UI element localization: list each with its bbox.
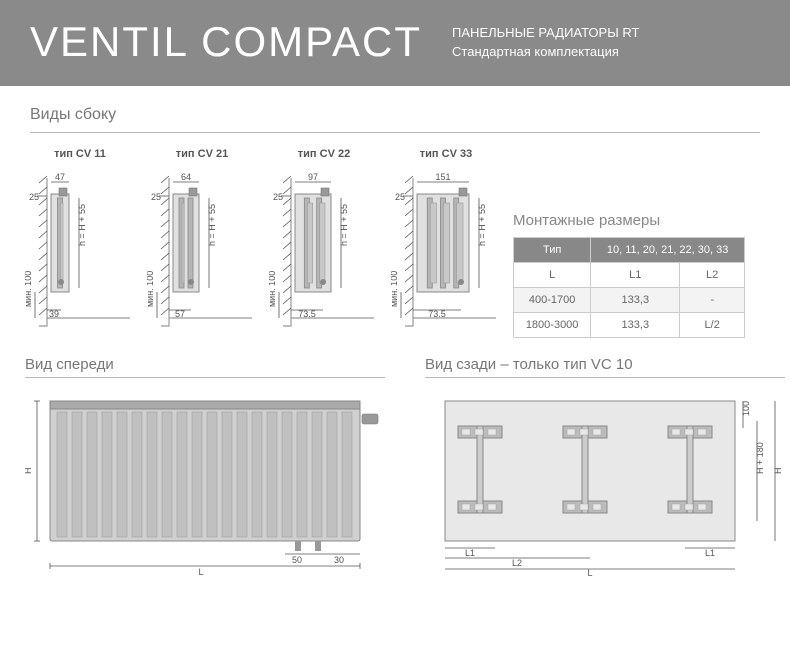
front-view-diagram: H L 50 30 <box>25 386 385 576</box>
mounting-table-title: Монтажные размеры <box>513 212 745 229</box>
svg-text:L2: L2 <box>512 558 522 568</box>
side-view-label: тип CV 11 <box>54 148 106 160</box>
side-view-type: тип CV 22 97 25 h = H + 55 мин. 100 73.5 <box>269 148 379 338</box>
product-title: VENTIL COMPACT <box>30 18 422 66</box>
svg-text:25: 25 <box>29 192 39 202</box>
svg-text:100: 100 <box>741 401 751 416</box>
side-view-svg: 151 25 h = H + 55 мин. 100 73.5 <box>391 168 501 338</box>
svg-text:64: 64 <box>181 172 191 182</box>
svg-text:L1: L1 <box>465 548 475 558</box>
side-view-svg: 47 25 h = H + 55 мин. 100 39 <box>25 168 135 338</box>
mounting-table: Тип 10, 11, 20, 21, 22, 30, 33 L L1 L2 4… <box>513 237 745 338</box>
svg-text:151: 151 <box>435 172 450 182</box>
svg-text:мин. 100: мин. 100 <box>147 271 155 307</box>
subtitle-line1: ПАНЕЛЬНЫЕ РАДИАТОРЫ RT <box>452 23 639 43</box>
svg-text:h = H + 55: h = H + 55 <box>477 204 487 246</box>
svg-text:мин. 100: мин. 100 <box>269 271 277 307</box>
mounting-table-wrap: Монтажные размеры Тип 10, 11, 20, 21, 22… <box>513 212 745 338</box>
section-side-views: Виды сбоку <box>30 106 790 124</box>
side-view-label: тип CV 33 <box>420 148 472 160</box>
side-view-label: тип CV 21 <box>176 148 228 160</box>
side-view-type: тип CV 33 151 25 h = H + 55 мин. 100 73.… <box>391 148 501 338</box>
svg-text:L: L <box>587 568 592 576</box>
side-views-row: тип CV 11 47 25 h = H + 55 мин. 100 39 т… <box>0 148 790 338</box>
svg-text:25: 25 <box>273 192 283 202</box>
svg-text:h = H + 55: h = H + 55 <box>77 204 87 246</box>
svg-text:мин. 100: мин. 100 <box>391 271 399 307</box>
side-view-type: тип CV 21 64 25 h = H + 55 мин. 100 57 <box>147 148 257 338</box>
table-row: 400-1700 133,3 - <box>514 288 745 313</box>
table-row: L L1 L2 <box>514 263 745 288</box>
svg-text:50: 50 <box>292 555 302 565</box>
svg-text:h = H + 55: h = H + 55 <box>207 204 217 246</box>
svg-text:97: 97 <box>308 172 318 182</box>
svg-text:H + 180: H + 180 <box>755 442 765 474</box>
svg-text:H: H <box>25 468 33 475</box>
side-view-type: тип CV 11 47 25 h = H + 55 мин. 100 39 <box>25 148 135 338</box>
svg-text:47: 47 <box>55 172 65 182</box>
header-banner: VENTIL COMPACT ПАНЕЛЬНЫЕ РАДИАТОРЫ RT Ст… <box>0 0 790 86</box>
th-types-list: 10, 11, 20, 21, 22, 30, 33 <box>591 238 745 263</box>
divider <box>30 132 760 133</box>
svg-text:h = H + 55: h = H + 55 <box>339 204 349 246</box>
svg-text:H: H <box>773 468 783 475</box>
svg-text:25: 25 <box>395 192 405 202</box>
svg-text:73.5: 73.5 <box>298 309 316 319</box>
section-rear-view: Вид сзади – только тип VC 10 <box>425 356 785 378</box>
bottom-row: Вид спереди H L 50 <box>0 338 790 601</box>
th-type: Тип <box>514 238 591 263</box>
svg-text:мин. 100: мин. 100 <box>25 271 33 307</box>
svg-text:57: 57 <box>175 309 185 319</box>
section-front-view: Вид спереди <box>25 356 385 378</box>
front-view-col: Вид спереди H L 50 <box>25 338 385 581</box>
svg-text:73.5: 73.5 <box>428 309 446 319</box>
svg-text:30: 30 <box>334 555 344 565</box>
side-view-svg: 97 25 h = H + 55 мин. 100 73.5 <box>269 168 379 338</box>
subtitle-line2: Стандартная комплектация <box>452 42 639 62</box>
rear-view-diagram: H H + 180 100 L L2 L1 L1 <box>425 386 785 576</box>
rear-view-col: Вид сзади – только тип VC 10 H H + 180 1… <box>425 338 785 581</box>
product-subtitle: ПАНЕЛЬНЫЕ РАДИАТОРЫ RT Стандартная компл… <box>452 23 639 62</box>
svg-text:39: 39 <box>49 309 59 319</box>
side-view-svg: 64 25 h = H + 55 мин. 100 57 <box>147 168 257 338</box>
table-row: 1800-3000 133,3 L/2 <box>514 313 745 338</box>
side-view-label: тип CV 22 <box>298 148 350 160</box>
svg-text:L1: L1 <box>705 548 715 558</box>
svg-text:25: 25 <box>151 192 161 202</box>
svg-text:L: L <box>198 567 203 576</box>
